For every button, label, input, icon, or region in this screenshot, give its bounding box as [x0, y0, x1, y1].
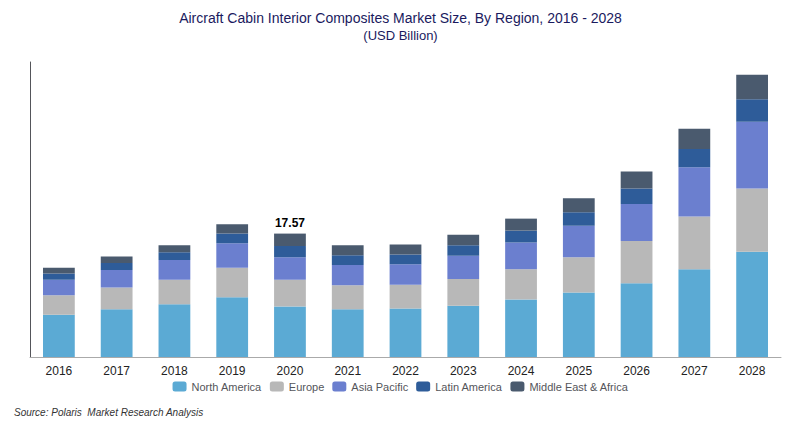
svg-text:17.57: 17.57 — [275, 216, 305, 230]
svg-text:2021: 2021 — [334, 364, 361, 378]
svg-text:2026: 2026 — [623, 364, 650, 378]
svg-text:2024: 2024 — [508, 364, 535, 378]
svg-text:2020: 2020 — [277, 364, 304, 378]
svg-text:Middle East & Africa: Middle East & Africa — [529, 381, 628, 393]
svg-text:2023: 2023 — [450, 364, 477, 378]
svg-text:2027: 2027 — [681, 364, 708, 378]
svg-text:2018: 2018 — [161, 364, 188, 378]
svg-text:2017: 2017 — [103, 364, 130, 378]
svg-text:Europe: Europe — [289, 381, 324, 393]
svg-text:Source: Polaris Market Resear: Source: Polaris Market Research Analysis — [14, 407, 203, 418]
svg-text:Latin America: Latin America — [435, 381, 503, 393]
svg-text:2016: 2016 — [46, 364, 73, 378]
svg-text:2028: 2028 — [739, 364, 766, 378]
svg-text:Asia Pacific: Asia Pacific — [351, 381, 408, 393]
svg-text:(USD Billion): (USD Billion) — [363, 28, 437, 43]
svg-text:2025: 2025 — [565, 364, 592, 378]
svg-text:Aircraft Cabin Interior Compos: Aircraft Cabin Interior Composites Marke… — [179, 10, 622, 26]
svg-text:2019: 2019 — [219, 364, 246, 378]
svg-text:North America: North America — [192, 381, 263, 393]
svg-text:2022: 2022 — [392, 364, 419, 378]
